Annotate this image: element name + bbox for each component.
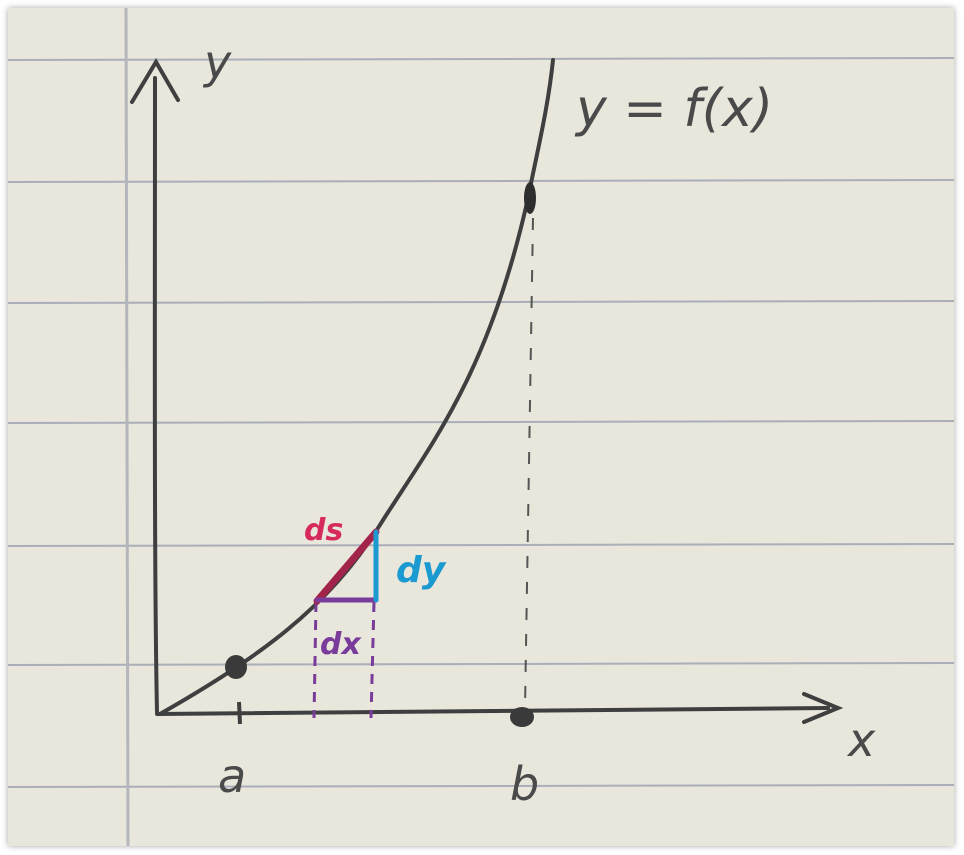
ds-label: ds (304, 513, 343, 548)
curve-point-b (524, 182, 536, 214)
dashed-line-b (524, 217, 534, 709)
point-a-label: a (218, 749, 246, 803)
arc-length-diagram: y x y = f(x) a b ds dx dy (8, 8, 954, 846)
x-axis (155, 692, 844, 724)
dy-label: dy (396, 550, 447, 591)
y-axis (130, 58, 180, 714)
x-axis-label: x (846, 713, 876, 767)
function-curve (158, 58, 555, 716)
axis-point-b (510, 707, 534, 727)
curve-point-a (225, 655, 247, 679)
ruled-lines (8, 57, 954, 788)
tick-a (237, 701, 242, 725)
dx-dashed-lines (312, 601, 376, 719)
notebook-paper: y x y = f(x) a b ds dx dy (8, 8, 954, 846)
function-label: y = f(x) (574, 79, 773, 139)
margin-line (124, 8, 130, 846)
dx-label: dx (320, 627, 362, 662)
y-axis-label: y (202, 35, 232, 89)
ds-segment (313, 528, 380, 605)
point-b-label: b (510, 757, 539, 811)
